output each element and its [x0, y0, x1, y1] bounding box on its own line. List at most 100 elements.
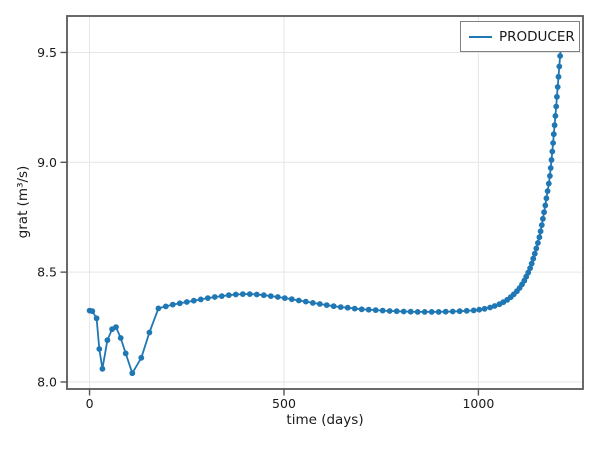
data-point-marker: [542, 202, 549, 209]
data-point-marker: [113, 324, 119, 330]
data-point-marker: [129, 370, 136, 377]
x-tick-label: 500: [272, 396, 296, 411]
data-point-marker: [146, 329, 153, 336]
data-point-marker: [302, 298, 309, 305]
data-point-marker: [530, 255, 537, 262]
data-point-marker: [531, 250, 538, 257]
axes-spines: [66, 15, 584, 390]
data-point-marker: [414, 309, 421, 315]
data-point-marker: [470, 307, 477, 314]
data-point-marker: [463, 307, 470, 314]
data-point-marker: [232, 291, 239, 298]
data-point-marker: [281, 295, 288, 301]
data-point-marker: [553, 103, 560, 110]
data-point-marker: [337, 304, 344, 310]
y-tick-label: 9.0: [37, 155, 57, 170]
data-point-marker: [435, 309, 442, 315]
data-point-marker: [550, 131, 557, 138]
data-point-marker: [316, 301, 323, 307]
data-point-marker: [260, 292, 267, 299]
data-point-marker: [99, 365, 106, 372]
data-point-marker: [442, 308, 449, 315]
data-point-marker: [253, 291, 260, 298]
data-point-marker: [527, 265, 533, 272]
data-point-marker: [169, 301, 176, 308]
data-point-marker: [218, 293, 225, 299]
data-point-marker: [544, 188, 551, 195]
data-point-marker: [365, 306, 372, 313]
data-point-marker: [372, 307, 379, 313]
y-axis-label: grat (m³/s): [15, 165, 31, 239]
data-point-marker: [538, 222, 545, 229]
x-axis-label: time (days): [286, 412, 364, 428]
data-point-marker: [547, 173, 553, 179]
data-point-marker: [555, 73, 562, 80]
data-point-marker: [117, 335, 124, 341]
data-point-marker: [548, 157, 555, 163]
data-point-marker: [476, 306, 483, 313]
data-point-marker: [190, 297, 197, 304]
data-point-marker: [543, 195, 550, 202]
legend-line-sample: [469, 35, 492, 38]
data-point-marker: [138, 354, 145, 361]
x-tick-label: 1000: [462, 396, 494, 411]
data-point-marker: [541, 209, 547, 216]
data-point-marker: [379, 307, 386, 314]
legend: PRODUCER: [460, 21, 580, 52]
data-point-marker: [93, 315, 100, 322]
data-point-marker: [155, 305, 162, 312]
data-point-marker: [481, 305, 488, 312]
data-point-marker: [274, 294, 281, 300]
data-point-marker: [554, 84, 561, 90]
data-point-marker: [197, 296, 204, 303]
data-point-marker: [386, 308, 393, 314]
data-point-marker: [537, 228, 544, 235]
y-tick-label: 8.5: [37, 265, 57, 280]
data-point-marker: [545, 180, 552, 187]
legend-label: PRODUCER: [499, 28, 575, 45]
data-point-marker: [487, 304, 493, 311]
data-point-marker: [288, 296, 295, 303]
data-point-marker: [204, 295, 211, 301]
data-point-marker: [351, 305, 358, 312]
data-point-marker: [491, 303, 498, 309]
data-point-marker: [550, 140, 556, 146]
data-point-marker: [421, 309, 428, 315]
data-point-marker: [323, 302, 330, 308]
data-point-marker: [162, 303, 169, 310]
y-tick-label: 9.5: [37, 45, 57, 60]
data-point-marker: [536, 234, 543, 241]
data-point-marker: [533, 245, 540, 252]
data-point-marker: [528, 260, 535, 267]
data-point-marker: [309, 300, 316, 306]
data-point-marker: [344, 304, 351, 311]
data-point-marker: [267, 293, 274, 299]
data-point-marker: [549, 148, 556, 155]
data-point-marker: [330, 303, 337, 310]
data-point-marker: [211, 294, 218, 300]
data-point-marker: [225, 292, 232, 299]
data-point-marker: [554, 93, 560, 100]
data-point-marker: [552, 113, 559, 119]
data-point-marker: [96, 346, 103, 352]
data-point-marker: [456, 308, 463, 315]
data-point-marker: [407, 308, 414, 315]
data-point-marker: [295, 297, 302, 304]
data-point-marker: [525, 269, 532, 276]
x-tick-label: 0: [86, 396, 94, 411]
data-point-marker: [183, 299, 190, 305]
data-point-marker: [557, 53, 563, 59]
data-point-marker: [551, 122, 558, 129]
data-point-marker: [89, 308, 96, 315]
data-point-marker: [239, 291, 246, 297]
data-point-marker: [449, 308, 456, 315]
data-point-marker: [540, 215, 546, 222]
data-point-marker: [400, 308, 407, 315]
data-point-marker: [428, 309, 435, 315]
data-point-marker: [535, 240, 541, 246]
data-point-marker: [393, 308, 400, 315]
data-point-marker: [104, 337, 111, 344]
data-point-marker: [556, 63, 563, 70]
